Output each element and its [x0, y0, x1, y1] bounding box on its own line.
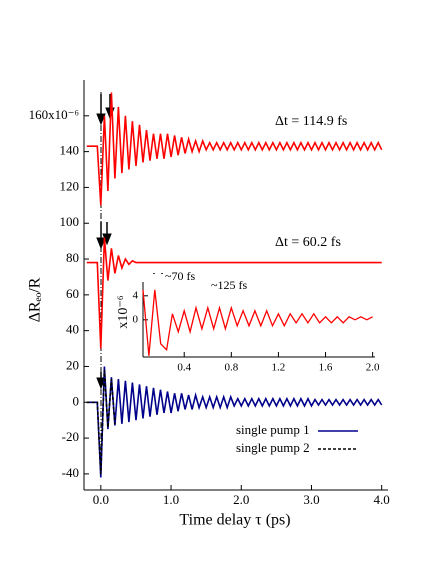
inset-background [143, 274, 379, 357]
annotation: Δt = 114.9 fs [275, 114, 347, 129]
y-tick-label: 160x10⁻⁶ [29, 107, 79, 122]
x-tick-label: 1.6 [319, 362, 333, 374]
x-tick-label: 3.0 [303, 492, 319, 507]
data-line [86, 92, 383, 206]
y-tick-label: 0 [133, 313, 139, 325]
y-tick-label: -40 [62, 465, 79, 480]
data-line [86, 369, 116, 474]
x-tick-label: 2.0 [366, 362, 380, 374]
y-tick-label: 140 [60, 143, 80, 158]
data-line [86, 366, 383, 478]
x-tick-label: 0.4 [177, 362, 191, 374]
y-tick-label: 120 [60, 178, 80, 193]
y-tick-label: 20 [66, 357, 79, 372]
y-axis-label: ΔRₑₒ/R [27, 277, 44, 322]
x-tick-label: 0.0 [93, 492, 109, 507]
x-tick-label: 4.0 [374, 492, 390, 507]
y-tick-label: 80 [66, 250, 79, 265]
y-tick-label: 4 [133, 289, 139, 301]
y-tick-label: 60 [66, 286, 79, 301]
y-axis-label: x10⁻⁶ [116, 295, 131, 328]
annotation: ~70 fs [165, 269, 195, 283]
data-line [142, 289, 373, 356]
annotation: ~125 fs [211, 278, 247, 292]
annotation: Δt = 60.2 fs [275, 235, 341, 250]
y-tick-label: -20 [62, 429, 79, 444]
y-tick-label: 40 [66, 322, 79, 337]
legend-label: single pump 1 [236, 422, 310, 437]
legend-label: single pump 2 [236, 440, 310, 455]
x-tick-label: 1.2 [272, 362, 286, 374]
x-tick-label: 1.0 [163, 492, 179, 507]
x-tick-label: 2.0 [233, 492, 249, 507]
x-tick-label: 0.8 [224, 362, 238, 374]
y-tick-label: 100 [60, 214, 80, 229]
y-tick-label: 0 [73, 393, 80, 408]
x-axis-label: Time delay τ (ps) [179, 512, 290, 529]
data-line [86, 237, 382, 349]
